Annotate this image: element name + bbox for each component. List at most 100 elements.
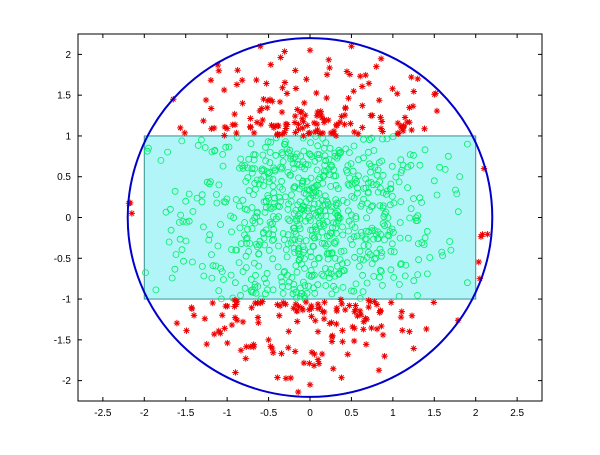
scatter-point-circle [350, 142, 358, 150]
scatter-point-circle [295, 174, 302, 182]
scatter-point-circle [177, 211, 185, 219]
scatter-point-asterisk [325, 56, 332, 63]
scatter-point-asterisk [291, 348, 299, 355]
scatter-point-circle [340, 247, 348, 255]
scatter-point-circle [328, 290, 336, 298]
scatter-point-asterisk [210, 124, 218, 132]
scatter-point-circle [368, 203, 375, 211]
scatter-point-circle [414, 291, 421, 299]
scatter-point-asterisk [253, 119, 261, 126]
scatter-point-asterisk [267, 61, 274, 68]
scatter-point-asterisk [360, 318, 367, 325]
scatter-point-circle [331, 240, 339, 247]
scatter-point-asterisk [371, 298, 378, 305]
scatter-point-circle [284, 240, 292, 248]
scatter-point-asterisk [232, 369, 239, 376]
scatter-point-asterisk [276, 312, 283, 319]
scatter-point-circle [266, 159, 274, 166]
scatter-point-asterisk [323, 71, 331, 78]
scatter-point-circle [301, 246, 308, 254]
scatter-point-circle [452, 186, 459, 194]
scatter-point-circle [441, 165, 449, 173]
scatter-point-asterisk [337, 296, 345, 303]
scatter-point-asterisk [299, 124, 306, 132]
scatter-point-circle [402, 261, 410, 269]
scatter-point-circle [410, 277, 418, 285]
scatter-point-circle [325, 269, 333, 277]
scatter-point-asterisk [259, 298, 266, 305]
scatter-point-circle [143, 147, 151, 155]
scatter-point-asterisk [239, 318, 247, 326]
scatter-point-asterisk [314, 305, 322, 312]
scatter-point-circle [293, 217, 301, 225]
scatter-point-circle [217, 295, 225, 303]
scatter-point-asterisk [376, 97, 383, 104]
scatter-point-circle [300, 147, 308, 155]
scatter-point-circle [247, 275, 255, 283]
scatter-point-asterisk [318, 350, 326, 358]
scatter-point-asterisk [215, 67, 223, 74]
scatter-point-circle [259, 151, 267, 159]
scatter-point-asterisk [269, 98, 276, 105]
scatter-point-circle [356, 247, 364, 255]
scatter-point-circle [379, 202, 387, 210]
scatter-point-circle [229, 294, 237, 302]
scatter-point-circle [266, 148, 274, 156]
scatter-point-asterisk [476, 275, 484, 282]
scatter-point-asterisk [377, 55, 385, 62]
scatter-point-circle [193, 194, 201, 202]
scatter-point-circle [344, 162, 352, 170]
scatter-point-circle [261, 275, 268, 283]
scatter-point-circle [250, 151, 258, 158]
scatter-point-circle [206, 178, 214, 186]
scatter-point-asterisk [292, 67, 299, 74]
scatter-point-circle [167, 226, 175, 234]
scatter-point-asterisk [330, 130, 337, 137]
scatter-point-circle [447, 246, 455, 254]
scatter-point-asterisk [328, 319, 335, 326]
x-tick-label: -2.5 [94, 408, 112, 419]
scatter-point-asterisk [373, 63, 380, 70]
scatter-point-asterisk [342, 306, 349, 314]
scatter-point-circle [414, 271, 422, 279]
scatter-point-asterisk [207, 77, 215, 84]
scatter-point-circle [243, 206, 251, 214]
scatter-point-circle [212, 191, 220, 198]
scatter-point-circle [330, 219, 337, 227]
scatter-point-asterisk [333, 122, 341, 129]
scatter-point-circle [286, 217, 294, 225]
scatter-point-circle [396, 234, 404, 242]
scatter-point-circle [264, 138, 272, 146]
scatter-point-circle [284, 231, 292, 239]
scatter-point-circle [401, 272, 409, 280]
scatter-point-circle [236, 224, 244, 232]
scatter-point-circle [387, 247, 395, 255]
scatter-point-asterisk [264, 97, 271, 104]
scatter-point-asterisk [285, 328, 292, 335]
scatter-point-circle [243, 234, 251, 242]
scatter-point-circle [377, 252, 385, 260]
scatter-point-circle [388, 162, 396, 170]
scatter-point-asterisk [346, 71, 354, 78]
scatter-point-asterisk [231, 110, 238, 118]
scatter-point-circle [336, 256, 344, 264]
scatter-point-asterisk [295, 303, 302, 310]
scatter-point-circle [324, 249, 332, 257]
scatter-point-asterisk [238, 77, 246, 84]
scatter-point-asterisk [326, 320, 333, 327]
scatter-point-circle [322, 212, 330, 220]
scatter-point-circle [298, 179, 306, 187]
scatter-point-circle [241, 219, 249, 226]
scatter-point-circle [378, 281, 386, 289]
scatter-point-circle [208, 251, 215, 259]
scatter-point-circle [215, 287, 223, 295]
scatter-point-circle [220, 276, 227, 284]
scatter-point-asterisk [183, 327, 190, 334]
plot-area [77, 33, 543, 402]
scatter-point-circle [335, 270, 343, 278]
scatter-point-circle [384, 231, 392, 239]
scatter-point-asterisk [232, 301, 240, 308]
scatter-point-circle [275, 193, 283, 201]
scatter-point-circle [345, 149, 353, 156]
scatter-point-circle [219, 150, 227, 158]
